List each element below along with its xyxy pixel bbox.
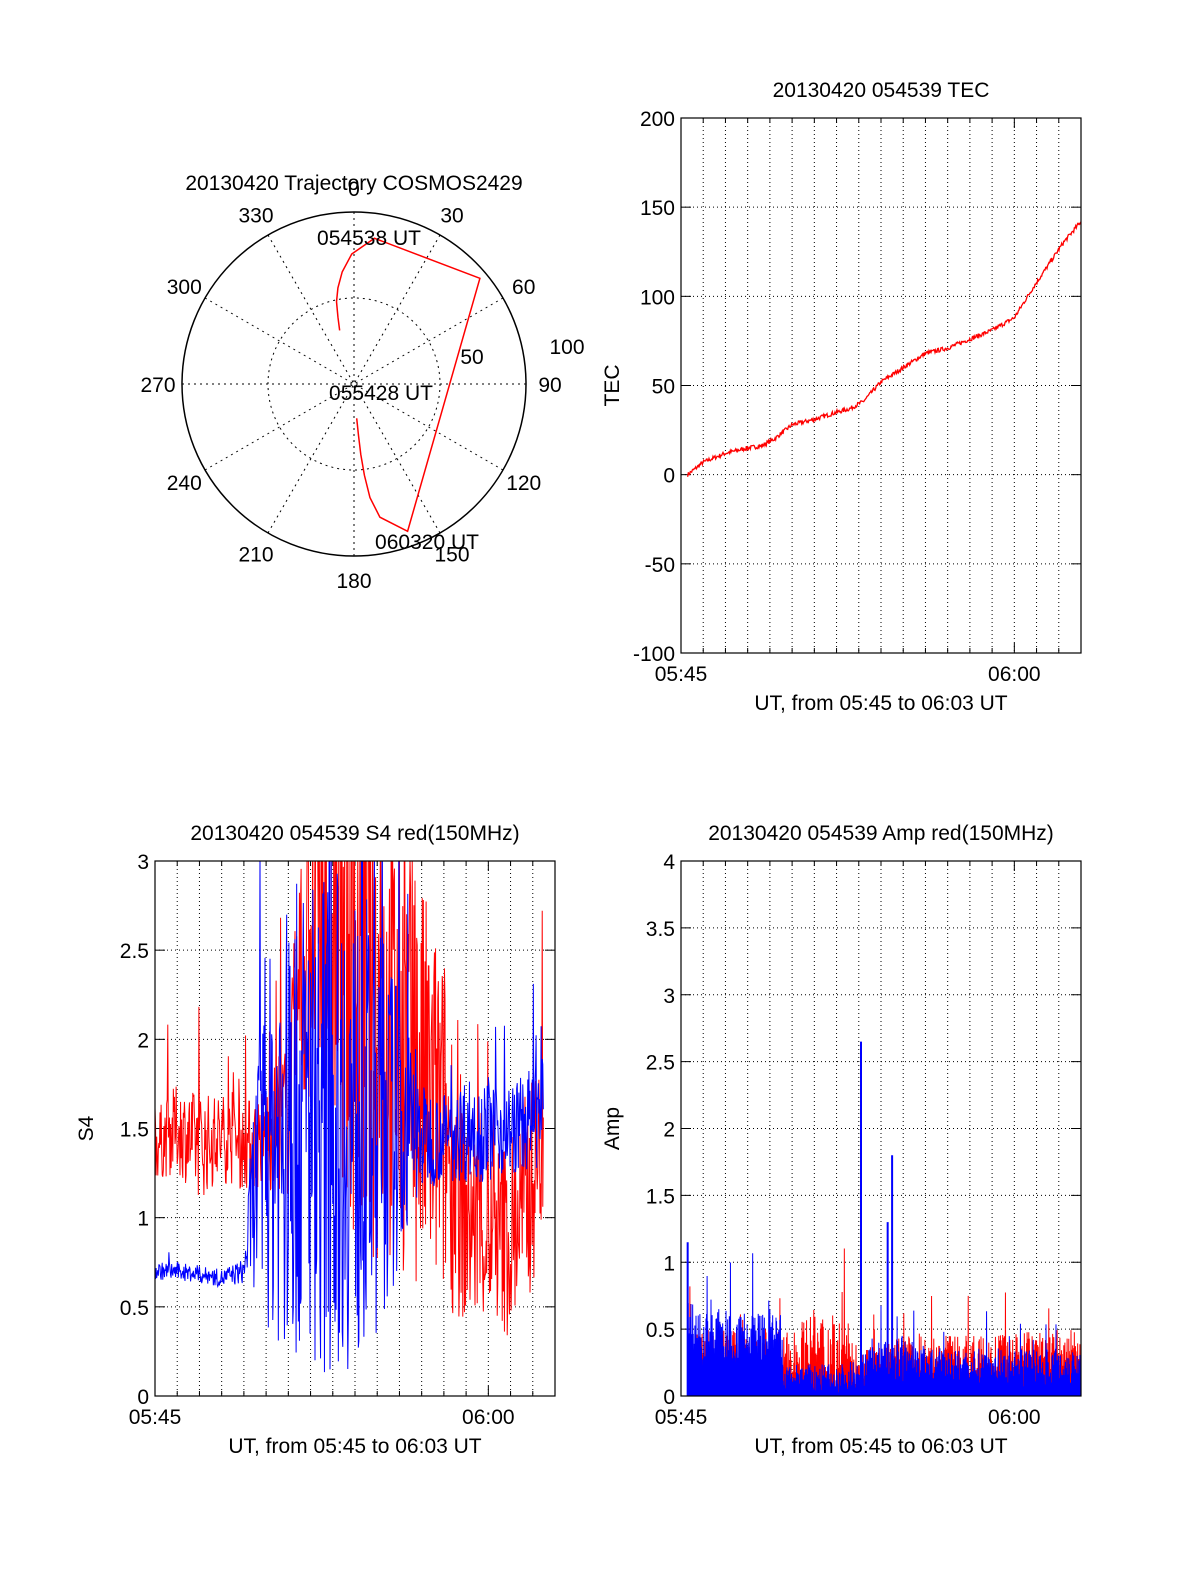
y-tick-label: 50: [652, 376, 675, 399]
plot-tec: 20130420 054539 TEC -100 -50 0 50 100 150 200 05…: [601, 79, 1082, 715]
azimuth-label: 30: [440, 204, 463, 227]
series-line-blue: [155, 861, 544, 1373]
x-tick-label: 06:00: [462, 1406, 515, 1429]
radial-tick: 50: [460, 346, 483, 369]
azimuth-label: 150: [434, 544, 469, 567]
x-axis-label: UT, from 05:45 to 06:03 UT: [754, 1435, 1007, 1458]
amp-title: 20130420 054539 Amp red(150MHz): [708, 822, 1054, 845]
x-tick-label: 05:45: [129, 1406, 182, 1429]
plot-frame: [154, 860, 556, 1397]
y-tick-label: 1: [137, 1208, 149, 1231]
plot-amp: 20130420 054539 Amp red(150MHz) 0 0.5 1 1.5 2…: [601, 822, 1082, 1458]
radial-tick: 100: [549, 336, 584, 359]
y-tick-label: 0.5: [120, 1297, 149, 1320]
x-axis-label: UT, from 05:45 to 06:03 UT: [754, 692, 1007, 715]
y-tick-label: 0: [663, 465, 675, 488]
azimuth-label: 330: [238, 204, 273, 227]
x-tick-label: 05:45: [655, 663, 708, 686]
azimuth-label: 270: [140, 374, 175, 397]
azimuth-label: 60: [512, 276, 535, 299]
y-tick-label: 1.5: [646, 1185, 675, 1208]
y-tick-label: 150: [640, 197, 675, 220]
trajectory-title: 20130420 Trajectory COSMOS2429: [185, 172, 522, 195]
x-tick-label: 05:45: [655, 1406, 708, 1429]
plot-s4: 20130420 054539 S4 red(150MHz) 0 0.5 1 1.5 2 2…: [75, 822, 556, 1458]
series-line-red: [687, 221, 1081, 477]
trajectory-line: [335, 237, 481, 533]
azimuth-label: 180: [336, 570, 371, 593]
tec-title: 20130420 054539 TEC: [773, 79, 990, 102]
y-tick-label: 2: [663, 1119, 675, 1142]
plot-area: [686, 1041, 1081, 1396]
s4-title: 20130420 054539 S4 red(150MHz): [190, 822, 519, 845]
y-tick-label: 0.5: [646, 1319, 675, 1342]
y-tick-label: 2.5: [646, 1052, 675, 1075]
azimuth-label: 0: [348, 178, 360, 201]
azimuth-label: 210: [238, 544, 273, 567]
y-axis-label: TEC: [601, 365, 624, 407]
series-line-blue: [687, 1253, 1081, 1396]
y-tick-label: 0: [663, 1386, 675, 1409]
azimuth-label: 240: [167, 472, 202, 495]
y-tick-label: -100: [633, 643, 675, 666]
y-tick-label: -50: [645, 554, 675, 577]
y-tick-label: 4: [663, 851, 675, 874]
x-axis-label: UT, from 05:45 to 06:03 UT: [228, 1435, 481, 1458]
y-axis-label: Amp: [601, 1107, 624, 1150]
plot-area: [687, 221, 1081, 477]
y-tick-label: 1.5: [120, 1119, 149, 1142]
plot-frame: [680, 117, 1082, 654]
annotation-start: 054538 UT: [317, 227, 421, 250]
x-tick-label: 06:00: [988, 1406, 1041, 1429]
y-tick-label: 0: [137, 1386, 149, 1409]
y-tick-label: 200: [640, 108, 675, 131]
y-tick-label: 3: [137, 851, 149, 874]
azimuth-label: 300: [167, 276, 202, 299]
y-axis-label: S4: [75, 1115, 98, 1141]
y-tick-label: 1: [663, 1252, 675, 1275]
annotation-mid: 055428 UT: [329, 382, 433, 405]
y-tick-label: 3: [663, 985, 675, 1008]
plot-frame: [680, 860, 1082, 1397]
y-tick-label: 100: [640, 286, 675, 309]
azimuth-label: 90: [538, 374, 561, 397]
annotation-end: 060320 UT: [375, 531, 479, 554]
azimuth-label: 120: [506, 472, 541, 495]
y-tick-label: 2: [137, 1029, 149, 1052]
y-tick-label: 3.5: [646, 918, 675, 941]
plot-area: [155, 861, 544, 1373]
x-tick-label: 06:00: [988, 663, 1041, 686]
y-tick-label: 2.5: [120, 940, 149, 963]
